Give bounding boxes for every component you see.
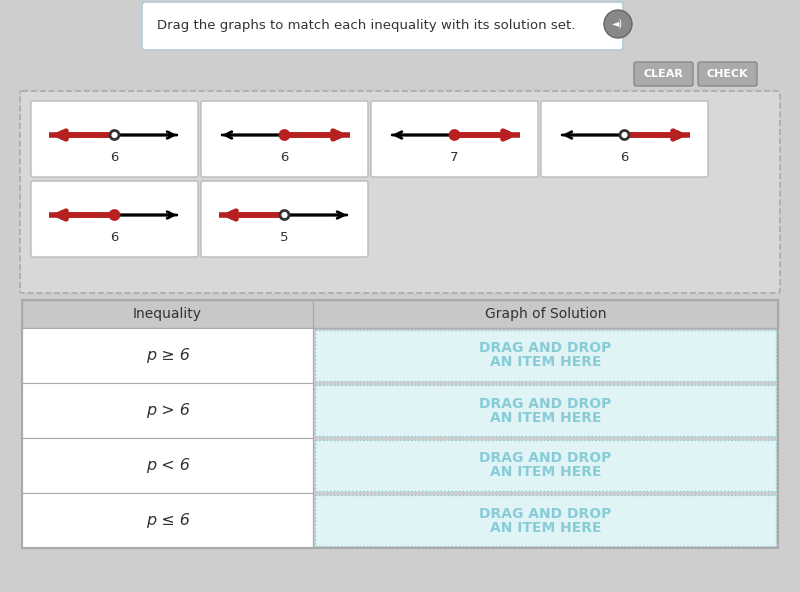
FancyBboxPatch shape xyxy=(201,101,368,177)
Text: DRAG AND DROP: DRAG AND DROP xyxy=(479,342,612,356)
Text: ◄): ◄) xyxy=(612,19,624,29)
FancyBboxPatch shape xyxy=(20,91,780,293)
Text: 5: 5 xyxy=(280,231,289,244)
Text: DRAG AND DROP: DRAG AND DROP xyxy=(479,397,612,410)
Text: p > 6: p > 6 xyxy=(146,403,190,418)
Text: AN ITEM HERE: AN ITEM HERE xyxy=(490,520,602,535)
FancyBboxPatch shape xyxy=(698,62,757,86)
FancyBboxPatch shape xyxy=(201,181,368,257)
Text: 6: 6 xyxy=(280,151,289,164)
Text: p ≤ 6: p ≤ 6 xyxy=(146,513,190,528)
Circle shape xyxy=(604,10,632,38)
Circle shape xyxy=(110,211,119,220)
Text: DRAG AND DROP: DRAG AND DROP xyxy=(479,507,612,520)
FancyBboxPatch shape xyxy=(22,383,313,438)
FancyBboxPatch shape xyxy=(315,330,776,381)
Circle shape xyxy=(280,211,289,220)
Circle shape xyxy=(110,130,119,140)
FancyBboxPatch shape xyxy=(634,62,693,86)
Circle shape xyxy=(280,130,289,140)
Circle shape xyxy=(620,130,629,140)
Text: 6: 6 xyxy=(110,231,118,244)
Text: 6: 6 xyxy=(620,151,629,164)
Text: Inequality: Inequality xyxy=(133,307,202,321)
Text: p < 6: p < 6 xyxy=(146,458,190,473)
FancyBboxPatch shape xyxy=(31,101,198,177)
Text: AN ITEM HERE: AN ITEM HERE xyxy=(490,356,602,369)
Text: p ≥ 6: p ≥ 6 xyxy=(146,348,190,363)
FancyBboxPatch shape xyxy=(22,328,313,383)
FancyBboxPatch shape xyxy=(541,101,708,177)
Text: DRAG AND DROP: DRAG AND DROP xyxy=(479,452,612,465)
Text: CLEAR: CLEAR xyxy=(643,69,683,79)
FancyBboxPatch shape xyxy=(371,101,538,177)
FancyBboxPatch shape xyxy=(22,493,313,548)
FancyBboxPatch shape xyxy=(31,181,198,257)
Text: AN ITEM HERE: AN ITEM HERE xyxy=(490,410,602,424)
FancyBboxPatch shape xyxy=(22,300,778,328)
Text: 7: 7 xyxy=(450,151,458,164)
FancyBboxPatch shape xyxy=(315,440,776,491)
FancyBboxPatch shape xyxy=(315,495,776,546)
FancyBboxPatch shape xyxy=(142,2,623,50)
Text: AN ITEM HERE: AN ITEM HERE xyxy=(490,465,602,480)
Circle shape xyxy=(450,130,459,140)
Text: Drag the graphs to match each inequality with its solution set.: Drag the graphs to match each inequality… xyxy=(157,20,575,33)
Text: CHECK: CHECK xyxy=(706,69,748,79)
FancyBboxPatch shape xyxy=(22,438,313,493)
Text: Graph of Solution: Graph of Solution xyxy=(485,307,606,321)
Text: 6: 6 xyxy=(110,151,118,164)
FancyBboxPatch shape xyxy=(315,385,776,436)
